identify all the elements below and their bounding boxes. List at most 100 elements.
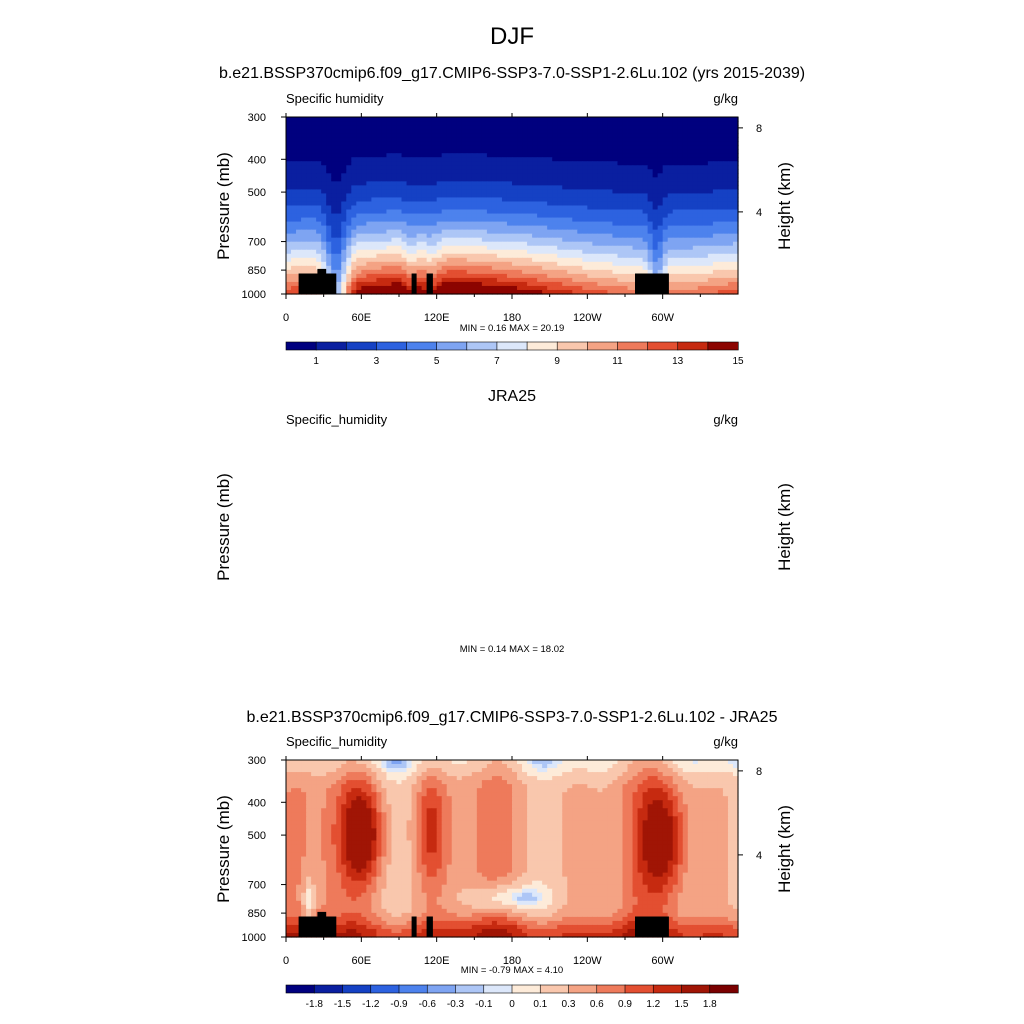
contour-cell [306, 760, 312, 765]
contour-cell [301, 177, 307, 182]
contour-cell [386, 277, 393, 283]
contour-cell [451, 285, 458, 291]
contour-cell [411, 229, 418, 235]
contour-cell [476, 209, 483, 215]
contour-cell [587, 173, 593, 178]
contour-cell [486, 217, 493, 223]
contour-cell [336, 788, 342, 793]
contour-cell [552, 285, 558, 291]
contour-cell [421, 225, 428, 231]
contour-cell [471, 133, 478, 138]
contour-cell [732, 784, 739, 789]
contour-cell [411, 149, 418, 154]
contour-cell [647, 145, 654, 150]
contour-cell [386, 229, 393, 235]
contour-cell [582, 269, 588, 275]
contour-cell [532, 169, 538, 174]
contour-cell [416, 784, 423, 789]
contour-cell [336, 277, 342, 283]
contour-cell [376, 153, 383, 158]
contour-cell [727, 137, 734, 142]
contour-cell [692, 253, 699, 259]
contour-cell [652, 249, 659, 255]
contour-cell [567, 780, 573, 785]
contour-cell [501, 153, 508, 158]
contour-cell [542, 768, 548, 773]
contour-cell [286, 153, 292, 158]
contour-cell [391, 780, 398, 785]
contour-cell [587, 788, 593, 793]
contour-cell [632, 253, 639, 259]
contour-cell [727, 277, 734, 283]
contour-cell [627, 285, 634, 291]
contour-cell [597, 197, 603, 203]
contour-cell [732, 269, 739, 275]
contour-cell [416, 780, 423, 785]
contour-cell [557, 768, 563, 773]
contour-cell [486, 277, 493, 283]
contour-cell [717, 245, 724, 251]
contour-cell [451, 780, 458, 785]
contour-cell [632, 165, 639, 170]
contour-cell [351, 145, 357, 150]
contour-cell [346, 796, 352, 801]
contour-cell [471, 237, 478, 243]
contour-cell [411, 249, 418, 255]
contour-cell [732, 249, 739, 255]
contour-cell [351, 129, 357, 134]
contour-cell [326, 161, 332, 166]
contour-cell [662, 173, 669, 178]
contour-cell [421, 201, 428, 207]
contour-cell [547, 225, 553, 231]
contour-cell [627, 165, 634, 170]
contour-cell [657, 265, 664, 271]
contour-cell [446, 209, 453, 215]
contour-cell [512, 241, 518, 247]
contour-cell [296, 161, 302, 166]
contour-cell [672, 281, 679, 287]
contour-cell [642, 137, 649, 142]
contour-cell [431, 245, 438, 251]
contour-cell [732, 133, 739, 138]
colorbar-swatch [406, 341, 438, 351]
contour-cell [471, 233, 478, 239]
contour-cell [336, 137, 342, 142]
contour-cell [672, 217, 679, 223]
contour-cell [466, 780, 473, 785]
contour-cell [727, 249, 734, 255]
contour-cell [486, 269, 493, 275]
contour-cell [301, 153, 307, 158]
contour-cell [506, 229, 513, 235]
contour-cell [336, 780, 342, 785]
contour-cell [291, 237, 297, 243]
contour-cell [602, 257, 609, 263]
contour-cell [657, 145, 664, 150]
contour-cell [416, 265, 423, 271]
contour-cell [296, 249, 302, 255]
contour-cell [306, 241, 312, 247]
contour-cell [732, 165, 739, 170]
contour-cell [602, 237, 609, 243]
contour-cell [582, 161, 588, 166]
contour-cell [652, 145, 659, 150]
contour-cell [707, 161, 714, 166]
contour-cell [376, 173, 383, 178]
contour-cell [466, 201, 473, 207]
contour-cell [662, 121, 669, 126]
contour-cell [321, 788, 327, 793]
contour-cell [416, 165, 423, 170]
contour-cell [471, 229, 478, 235]
contour-cell [476, 165, 483, 170]
contour-cell [346, 800, 352, 805]
contour-cell [617, 233, 624, 239]
contour-cell [346, 145, 352, 150]
contour-cell [456, 261, 463, 267]
contour-cell [712, 201, 719, 207]
contour-cell [396, 181, 403, 186]
contour-cell [677, 145, 684, 150]
contour-cell [451, 221, 458, 227]
contour-cell [486, 185, 493, 191]
contour-cell [587, 149, 593, 154]
contour-cell [326, 269, 332, 275]
contour-cell [632, 121, 639, 126]
